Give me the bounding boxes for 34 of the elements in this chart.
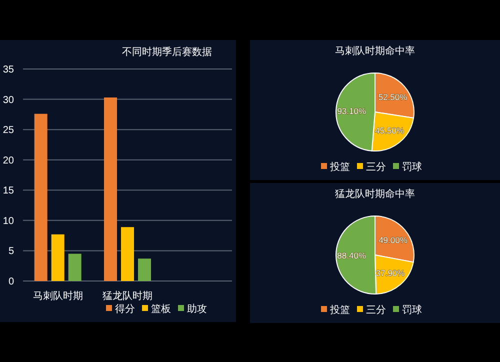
legend-label: 三分 (366, 161, 386, 173)
chart-title: 不同时期季后赛数据 (122, 46, 212, 58)
data-label: 88.40% (337, 250, 366, 260)
data-label: 45.50% (375, 125, 404, 136)
x-tick-label: 猛龙队时期 (102, 290, 152, 302)
legend-label: 得分 (115, 303, 135, 315)
chart-title: 马刺队时期命中率 (335, 45, 415, 57)
y-tick-label: 10 (2, 216, 14, 227)
y-tick-label: 15 (2, 186, 14, 197)
legend-label: 罚球 (402, 304, 422, 316)
y-tick-label: 0 (8, 276, 14, 288)
data-label: 37.90% (376, 268, 406, 278)
bar (34, 114, 48, 281)
y-tick-label: 30 (2, 94, 14, 106)
x-tick-label: 马刺队时期 (32, 290, 83, 302)
legend-label: 助攻 (187, 303, 207, 315)
data-label: 52.50% (378, 92, 408, 102)
bar (51, 234, 64, 281)
data-label: 93.10% (337, 106, 366, 116)
legend-label: 罚球 (402, 161, 422, 173)
y-tick-label: 25 (2, 125, 14, 136)
y-tick-label: 5 (8, 246, 14, 258)
bar (104, 97, 117, 281)
legend-label: 投篮 (329, 161, 350, 173)
chart-title: 猛龙队时期命中率 (335, 188, 415, 200)
bar (68, 254, 82, 281)
bar (138, 258, 151, 281)
y-tick-label: 20 (2, 155, 14, 166)
data-label: 49.00% (378, 235, 408, 246)
legend-label: 投篮 (329, 304, 350, 316)
legend-label: 三分 (366, 304, 386, 316)
y-tick-label: 35 (2, 64, 14, 76)
bar (121, 227, 134, 281)
legend-label: 篮板 (151, 303, 171, 315)
